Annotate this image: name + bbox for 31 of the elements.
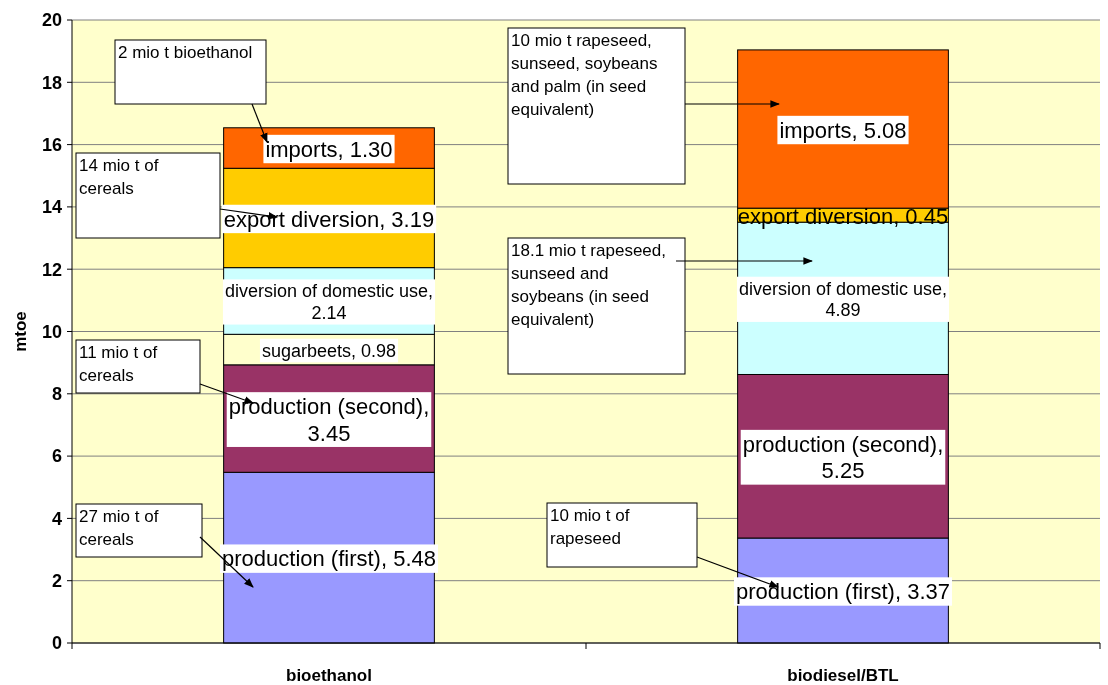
annotation: 10 mio t of rapeseed (550, 506, 630, 548)
y-tick-label: 8 (51, 384, 62, 405)
annotation: 18.1 mio t rapeseed, sunseed and soybeans (in seed equivalent) (511, 241, 666, 329)
y-tick-label: 18 (41, 72, 62, 93)
y-tick-label: 10 (41, 321, 62, 342)
y-axis-title: mtoe (11, 311, 30, 352)
x-tick-label: bioethanol (286, 666, 372, 685)
annotation: 11 mio t of cereals (79, 343, 158, 385)
data-label: imports, 5.08 (779, 117, 907, 143)
data-label: production (first), 3.37 (736, 579, 950, 605)
data-label: export diversion, 3.19 (223, 206, 435, 232)
y-tick-label: 12 (41, 259, 62, 280)
y-tick-label: 16 (41, 134, 62, 155)
annotation: 2 mio t bioethanol (118, 43, 253, 62)
x-tick-label: biodiesel/BTL (787, 666, 899, 685)
data-label: production (second), 3.45 (228, 394, 430, 446)
y-tick-label: 6 (51, 446, 62, 467)
annotation: 27 mio t of cereals (79, 507, 159, 549)
data-label: production (first), 5.48 (222, 546, 436, 572)
annotation: 10 mio t rapeseed, sunseed, soybeans and palm (in seed equivalent) (511, 31, 658, 119)
y-tick-label: 0 (51, 633, 62, 654)
y-tick-label: 14 (41, 197, 62, 218)
data-label: diversion of domestic use, 4.89 (738, 278, 948, 321)
data-label: production (second), 5.25 (742, 431, 944, 484)
data-label: diversion of domestic use, 2.14 (224, 281, 434, 323)
annotation: 14 mio t of cereals (79, 156, 159, 198)
y-tick-label: 2 (51, 571, 62, 591)
data-label: imports, 1.30 (265, 136, 393, 162)
y-tick-label: 20 (41, 10, 62, 31)
y-tick-label: 4 (51, 508, 62, 529)
data-label: sugarbeets, 0.98 (261, 340, 397, 361)
